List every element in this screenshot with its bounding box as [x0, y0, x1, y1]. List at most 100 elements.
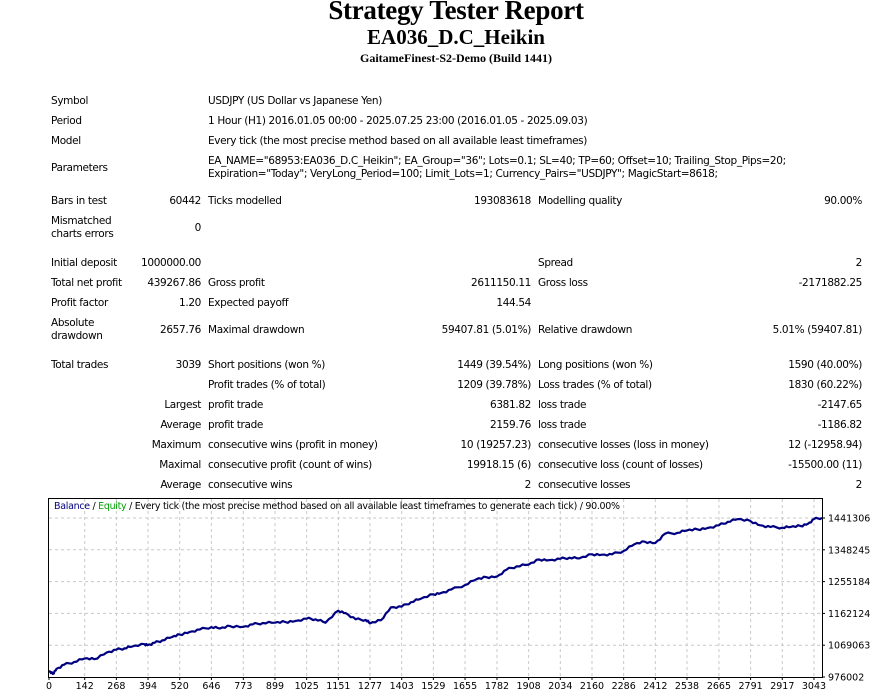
largest-loss-label: loss trade	[538, 399, 587, 411]
parameters-line-2: Expiration="Today"; VeryLong_Period=100;…	[208, 168, 718, 180]
x-tick-label: 394	[139, 681, 157, 692]
maximal-consec-profit-label: consecutive profit (count of wins)	[208, 459, 372, 471]
absolute-drawdown-label-2: drawdown	[51, 330, 103, 342]
mismatched-label-1: Mismatched	[51, 215, 112, 227]
relative-drawdown-label: Relative drawdown	[538, 324, 633, 336]
average-loss-value: -1186.82	[817, 419, 863, 431]
long-positions-value: 1590 (40.00%)	[788, 359, 862, 371]
total-net-profit-value: 439267.86	[147, 277, 201, 289]
y-axis-ticks: 976002 1069063 1162124 1255184 1348245 144130…	[822, 514, 870, 684]
x-tick-label: 3043	[802, 681, 826, 692]
y-tick-label: 1441306	[828, 514, 870, 525]
total-net-profit-label: Total net profit	[51, 277, 122, 289]
symbol-value: USDJPY (US Dollar vs Japanese Yen)	[208, 95, 382, 107]
maximal-consec-loss-label: consecutive loss (count of losses)	[538, 459, 703, 471]
gross-loss-label: Gross loss	[538, 277, 588, 289]
spread-label: Spread	[538, 257, 573, 269]
average-consec-label: Average	[160, 479, 201, 491]
largest-profit-value: 6381.82	[490, 399, 531, 411]
x-tick-label: 2034	[548, 681, 572, 692]
gross-loss-value: -2171882.25	[798, 277, 863, 289]
avg-consec-wins-value: 2	[524, 479, 532, 491]
maximal-drawdown-label: Maximal drawdown	[208, 324, 305, 336]
x-tick-label: 773	[234, 681, 252, 692]
profit-trades-label: Profit trades (% of total)	[208, 379, 326, 391]
x-tick-label: 2412	[643, 681, 667, 692]
initial-deposit-value: 1000000.00	[141, 257, 201, 269]
legend-description: / Every tick (the most precise method ba…	[126, 501, 620, 512]
x-tick-label: 1529	[421, 681, 445, 692]
largest-profit-label: profit trade	[208, 399, 264, 411]
x-tick-label: 520	[171, 681, 189, 692]
x-tick-label: 2286	[612, 681, 636, 692]
largest-loss-value: -2147.65	[817, 399, 863, 411]
relative-drawdown-value: 5.01% (59407.81)	[772, 324, 863, 336]
max-consec-losses-value: 12 (-12958.94)	[788, 439, 862, 451]
legend-separator: /	[89, 501, 99, 512]
x-tick-label: 2791	[739, 681, 763, 692]
bars-in-test-value: 60442	[169, 195, 201, 207]
expected-payoff-label: Expected payoff	[208, 297, 289, 309]
maximal-label: Maximal	[159, 459, 201, 471]
avg-consec-wins-label: consecutive wins	[208, 479, 293, 491]
bars-in-test-label: Bars in test	[51, 195, 107, 207]
ticks-modelled-label: Ticks modelled	[208, 195, 282, 207]
parameters-line-1: EA_NAME="68953:EA036_D.C_Heikin"; EA_Gro…	[208, 155, 786, 167]
y-tick-label: 976002	[828, 673, 864, 684]
x-tick-label: 899	[266, 681, 284, 692]
ticks-modelled-value: 193083618	[474, 195, 531, 207]
x-tick-label: 1151	[326, 681, 350, 692]
report-title: Strategy Tester Report	[328, 0, 584, 25]
max-consec-losses-label: consecutive losses (loss in money)	[538, 439, 709, 451]
avg-consec-losses-value: 2	[855, 479, 863, 491]
gross-profit-label: Gross profit	[208, 277, 265, 289]
maximum-label: Maximum	[151, 439, 202, 451]
maximal-consec-loss-value: -15500.00 (11)	[788, 459, 862, 471]
x-tick-label: 1782	[485, 681, 509, 692]
short-positions-value: 1449 (39.54%)	[457, 359, 531, 371]
maximal-drawdown-value: 59407.81 (5.01%)	[441, 324, 532, 336]
average-profit-label: profit trade	[208, 419, 264, 431]
x-tick-label: 1025	[295, 681, 319, 692]
profit-factor-value: 1.20	[179, 297, 201, 309]
absolute-drawdown-value: 2657.76	[160, 324, 201, 336]
server-build: GaitameFinest-S2-Demo (Build 1441)	[360, 51, 552, 65]
modelling-quality-value: 90.00%	[824, 195, 862, 207]
loss-trades-label: Loss trades (% of total)	[538, 379, 652, 391]
parameters-label: Parameters	[51, 162, 108, 174]
long-positions-label: Long positions (won %)	[538, 359, 653, 371]
avg-consec-losses-label: consecutive losses	[538, 479, 631, 491]
x-tick-label: 2538	[675, 681, 699, 692]
average-loss-label: loss trade	[538, 419, 587, 431]
absolute-drawdown-label-1: Absolute	[51, 317, 95, 329]
mismatched-value: 0	[194, 222, 202, 234]
max-consec-wins-value: 10 (19257.23)	[460, 439, 532, 451]
x-axis-ticks: 0 142 268 394 520 646 773 899 1025 1151 1277 1403 15…	[46, 677, 826, 692]
average-profit-value: 2159.76	[490, 419, 531, 431]
short-positions-label: Short positions (won %)	[208, 359, 326, 371]
x-tick-label: 646	[202, 681, 220, 692]
modelling-quality-label: Modelling quality	[538, 195, 622, 207]
gross-profit-value: 2611150.11	[471, 277, 531, 289]
x-tick-label: 1908	[517, 681, 541, 692]
initial-deposit-label: Initial deposit	[51, 257, 117, 269]
x-tick-label: 142	[76, 681, 94, 692]
model-value: Every tick (the most precise method base…	[208, 135, 588, 147]
profit-factor-label: Profit factor	[51, 297, 108, 309]
spread-value: 2	[855, 257, 863, 269]
average-label: Average	[160, 419, 201, 431]
balance-line	[48, 516, 823, 675]
chart-grid	[49, 499, 822, 677]
profit-trades-value: 1209 (39.78%)	[457, 379, 531, 391]
legend-equity: Equity	[98, 501, 127, 512]
y-tick-label: 1162124	[828, 609, 870, 620]
x-tick-label: 2665	[707, 681, 731, 692]
y-tick-label: 1069063	[828, 641, 870, 652]
legend-balance: Balance	[54, 501, 90, 512]
max-consec-wins-label: consecutive wins (profit in money)	[208, 439, 378, 451]
x-tick-label: 2917	[770, 681, 794, 692]
period-label: Period	[51, 115, 82, 127]
x-tick-label: 1655	[453, 681, 477, 692]
total-trades-value: 3039	[175, 359, 202, 371]
x-tick-label: 2160	[580, 681, 604, 692]
